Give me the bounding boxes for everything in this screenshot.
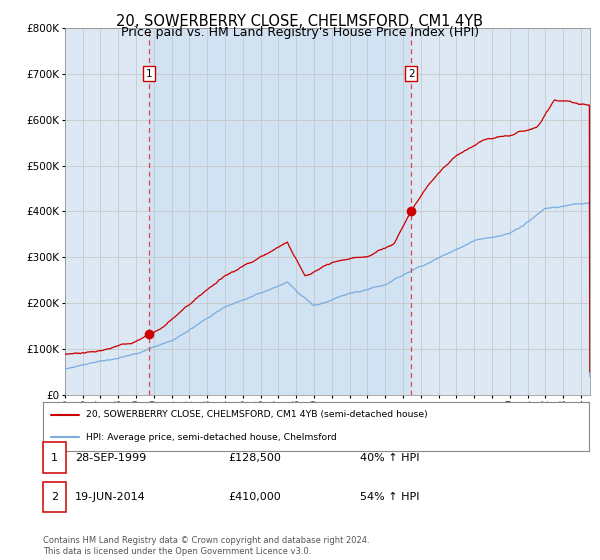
Text: 2: 2 [51,492,58,502]
Text: 20, SOWERBERRY CLOSE, CHELMSFORD, CM1 4YB (semi-detached house): 20, SOWERBERRY CLOSE, CHELMSFORD, CM1 4Y… [86,410,427,419]
Text: 54% ↑ HPI: 54% ↑ HPI [360,492,419,502]
Text: £410,000: £410,000 [228,492,281,502]
Text: 40% ↑ HPI: 40% ↑ HPI [360,453,419,463]
Text: £128,500: £128,500 [228,453,281,463]
Text: 1: 1 [146,69,152,79]
Text: 2: 2 [408,69,415,79]
Text: Price paid vs. HM Land Registry's House Price Index (HPI): Price paid vs. HM Land Registry's House … [121,26,479,39]
Text: HPI: Average price, semi-detached house, Chelmsford: HPI: Average price, semi-detached house,… [86,433,337,442]
Text: 20, SOWERBERRY CLOSE, CHELMSFORD, CM1 4YB: 20, SOWERBERRY CLOSE, CHELMSFORD, CM1 4Y… [116,14,484,29]
Text: 1: 1 [51,453,58,463]
Text: Contains HM Land Registry data © Crown copyright and database right 2024.
This d: Contains HM Land Registry data © Crown c… [43,536,370,556]
Text: 28-SEP-1999: 28-SEP-1999 [75,453,146,463]
Text: 19-JUN-2014: 19-JUN-2014 [75,492,146,502]
Bar [149,28,411,395]
